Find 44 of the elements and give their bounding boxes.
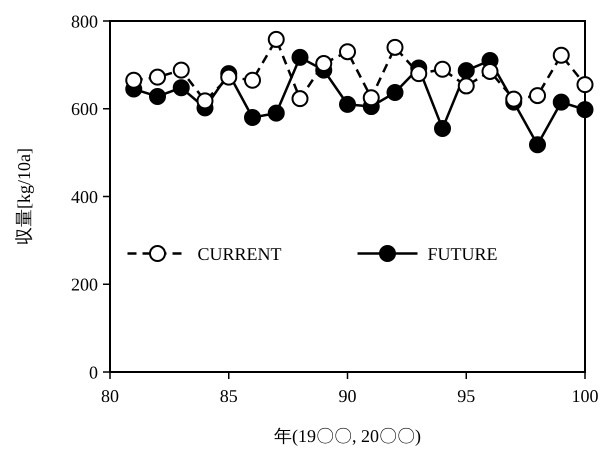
point	[529, 136, 546, 154]
point	[244, 109, 261, 126]
point	[505, 90, 522, 108]
x-tick-label: 80	[101, 386, 119, 406]
point	[434, 60, 451, 78]
x-tick-label: 100	[572, 386, 598, 406]
legend-label: FUTURE	[428, 244, 498, 264]
y-tick-label: 200	[71, 274, 98, 295]
point	[362, 89, 380, 106]
y-tick-label: 0	[89, 362, 98, 382]
point	[458, 62, 475, 80]
point	[244, 72, 261, 89]
point	[386, 84, 404, 102]
point	[149, 68, 166, 86]
point	[268, 104, 285, 122]
y-tick-label: 400	[71, 186, 98, 207]
point	[458, 77, 475, 94]
point	[149, 88, 166, 105]
x-tick-label: 85	[220, 386, 238, 406]
point	[529, 87, 546, 104]
point	[410, 65, 428, 82]
point	[172, 79, 190, 96]
point	[292, 90, 308, 108]
point	[172, 62, 190, 79]
point	[196, 92, 214, 110]
y-tick-label: 800	[71, 11, 98, 32]
x-tick-label: 95	[457, 386, 476, 406]
legend-label: CURRENT	[198, 244, 282, 264]
y-tick-label: 600	[71, 99, 98, 120]
point	[552, 46, 570, 64]
point	[220, 68, 238, 86]
x-axis-title: 年(19〇〇, 20〇〇)	[274, 426, 421, 446]
point	[434, 120, 451, 137]
y-axis-title: 収量[kg/10a]	[14, 148, 34, 245]
point	[552, 94, 570, 111]
point	[339, 96, 356, 113]
point	[292, 48, 308, 66]
point	[339, 43, 356, 60]
point	[386, 38, 404, 56]
point	[576, 76, 594, 94]
point	[268, 30, 285, 48]
point	[576, 101, 594, 118]
x-tick-label: 90	[338, 386, 356, 406]
point	[125, 72, 142, 89]
